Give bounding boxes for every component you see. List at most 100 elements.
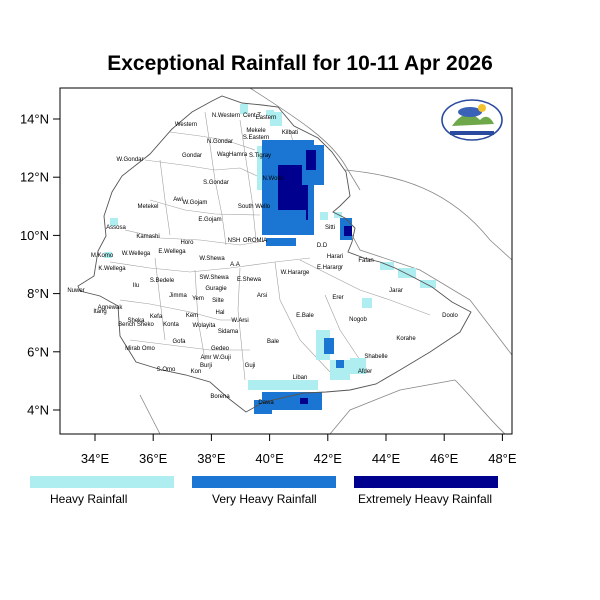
region-label: Metekel [137,204,158,210]
region-label: Shabelle [364,354,388,360]
region-label: Bench Sheko [118,322,154,328]
region-label: Kem [186,313,198,319]
y-tick-label: 12°N [20,170,49,185]
x-tick-label: 46°E [430,451,459,466]
admin-boundary-line [299,259,431,316]
map-frame [59,87,513,435]
region-label: Fafan [358,258,373,264]
region-label: W.Gondar [116,157,143,163]
region-label: Silte [212,298,224,304]
institute-logo [441,99,503,141]
rainfall-cell [300,398,308,404]
rainfall-cell [240,104,248,114]
region-label: S.Omo [157,367,176,373]
region-label: W.Guji [213,355,231,361]
region-label: Borena [210,394,230,400]
rainfall-cell [266,110,274,116]
region-label: E.Shewa [237,277,262,283]
rainfall-cell [276,210,306,232]
admin-boundary-line [124,229,271,246]
region-label: OROMIA [243,238,267,244]
neighbor-border-line [139,394,161,435]
legend-swatch [354,476,498,488]
region-label: Burji [200,363,212,369]
region-label: Bale [267,339,280,345]
region-label: Kilbati [282,130,298,136]
region-label: Dawa [258,400,274,406]
admin-boundary-line [274,261,331,373]
region-label: Horo [180,240,194,246]
x-tick-label: 40°E [255,451,284,466]
admin-boundary-line [109,257,311,273]
admin-boundary-line [169,131,256,151]
x-tick-label: 36°E [139,451,168,466]
region-label: Jarar [389,288,403,294]
rainfall-cell [380,262,394,270]
rainfall-cell [324,338,334,354]
y-tick-label: 14°N [20,112,49,127]
region-label: Sitti [325,225,335,231]
admin-boundaries [109,111,431,381]
region-label: Doolo [442,313,458,319]
region-label: Erer [332,295,343,301]
region-label: SW.Shewa [199,275,229,281]
region-label: Afder [358,369,372,375]
region-label: Yem [192,296,204,302]
region-label: Mekele [246,128,266,134]
region-label: Eastern [256,115,277,121]
region-label: S.Gondar [203,180,229,186]
region-label: Agnewak [98,305,124,311]
x-tick-label: 38°E [197,451,226,466]
admin-boundary-line [204,111,227,246]
region-label: Harari [327,254,343,260]
region-label: Gofa [172,339,186,345]
y-axis-ticks: 14°N 12°N 10°N 8°N 6°N 4°N [20,112,60,418]
region-label: W.Wellega [122,251,151,257]
x-tick-label: 44°E [372,451,401,466]
region-label: Sheka [127,318,145,324]
rainfall-cell [306,150,316,170]
y-tick-label: 6°N [27,344,49,359]
region-label: Arsi [257,293,267,299]
admin-boundary-line [239,119,257,241]
region-label: D.D [317,243,328,249]
y-tick-label: 10°N [20,228,49,243]
region-label: Ilu [133,283,139,289]
region-label: Jimma [169,293,187,299]
admin-boundary-line [129,339,250,351]
region-label: Konta [163,322,179,328]
neighbor-border-line [454,379,506,435]
region-label: W.Arsi [231,318,248,324]
admin-boundary-line [237,267,246,381]
region-label: N.Gondar [207,139,233,145]
rainfall-cell [420,280,436,288]
region-label: N.Western [212,113,240,119]
region-label: W.Gojam [183,200,208,206]
region-label: Sidama [218,329,239,335]
region-label: Wolayita [193,323,217,329]
region-label: Assosa [106,225,126,231]
admin-boundary-line [154,257,166,341]
region-label: E.Wellega [158,249,186,255]
region-label: N.Wollo [263,176,285,182]
region-label: E.Harargr [317,265,343,271]
rainfall-cell [398,268,416,278]
neighbor-border-line [469,299,513,356]
region-label: Gondar [182,153,202,159]
rainfall-cell [336,360,344,368]
neighboring-country-borders [139,87,513,435]
region-label: W.Hararge [281,270,310,276]
legend-swatch [192,476,336,488]
rainfall-cell [110,218,118,226]
neighbor-border-line [344,169,513,261]
region-label: W.Shewa [199,256,225,262]
x-tick-label: 34°E [81,451,110,466]
region-label: M.Komo [91,253,114,259]
ethiopia-border [77,95,472,413]
region-label: Nogob [349,317,367,323]
admin-boundary-line [119,299,245,321]
region-label: Kefa [150,314,163,320]
x-tick-label: 42°E [314,451,343,466]
region-label: E.Gojam [198,217,221,223]
rainfall-cell [320,212,328,220]
